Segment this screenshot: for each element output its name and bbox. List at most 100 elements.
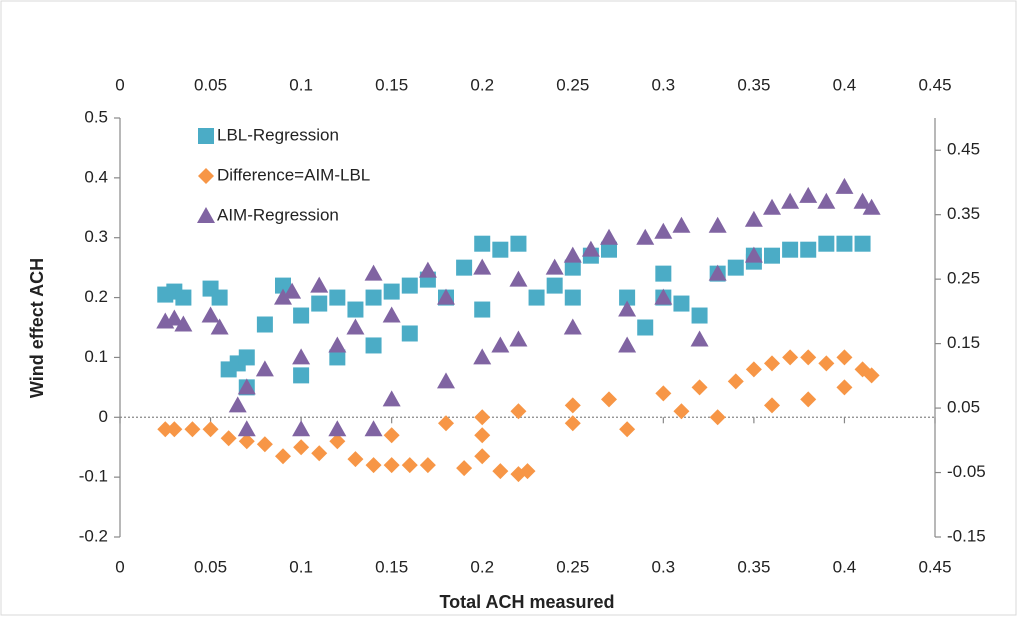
point: [745, 361, 762, 378]
point: [256, 316, 273, 333]
point: [800, 241, 817, 258]
point: [853, 192, 872, 209]
point: [744, 210, 763, 227]
point: [654, 222, 673, 239]
point: [328, 336, 347, 353]
point: [655, 265, 672, 282]
point: [293, 367, 310, 384]
point: [528, 289, 545, 306]
point: [238, 349, 255, 366]
point: [293, 307, 310, 324]
point: [401, 277, 418, 294]
point: [382, 306, 401, 323]
point: [255, 360, 274, 377]
x2-tick-label: 0.15: [375, 75, 408, 94]
y-tick-label: 0.3: [84, 227, 108, 246]
point: [510, 403, 527, 420]
x-tick-label: 0.1: [289, 557, 313, 576]
x-tick-label: 0: [115, 557, 124, 576]
point: [275, 448, 291, 465]
x-tick-label: 0.45: [918, 557, 951, 576]
point: [474, 301, 491, 318]
point: [655, 385, 672, 402]
x-tick-label: 0.2: [470, 557, 494, 576]
point: [618, 300, 637, 317]
x-tick-label: 0.25: [556, 557, 589, 576]
y-tick-label: 0: [99, 407, 108, 426]
point: [619, 421, 636, 438]
point: [329, 433, 346, 450]
point: [863, 367, 880, 384]
point: [383, 457, 400, 474]
legend-marker: [198, 168, 214, 184]
point: [228, 396, 247, 413]
point: [818, 235, 835, 252]
point: [438, 415, 454, 432]
point: [202, 421, 219, 438]
legend-label: AIM-Regression: [217, 205, 339, 224]
point: [437, 372, 455, 389]
point: [581, 240, 600, 257]
point: [799, 186, 818, 203]
point: [346, 318, 365, 335]
legend-label: Difference=AIM-LBL: [217, 165, 370, 184]
point: [292, 420, 311, 437]
point: [708, 216, 727, 233]
legend-marker: [197, 207, 215, 223]
point: [365, 289, 382, 306]
point: [673, 403, 690, 420]
point: [854, 235, 871, 252]
point: [211, 289, 228, 306]
point: [818, 355, 835, 372]
y2-tick-label: -0.05: [947, 462, 986, 481]
x2-tick-label: 0.45: [918, 75, 951, 94]
point: [274, 288, 292, 305]
point: [764, 247, 780, 264]
point: [618, 336, 637, 353]
point: [510, 235, 527, 252]
point: [382, 390, 401, 407]
point: [509, 270, 528, 287]
point: [764, 355, 780, 372]
point: [636, 228, 655, 245]
point: [474, 427, 491, 444]
point: [763, 198, 781, 215]
y2-tick-label: 0.25: [947, 269, 980, 288]
point: [862, 198, 881, 215]
y-tick-label: -0.1: [79, 467, 108, 486]
point: [347, 301, 364, 318]
point: [347, 451, 364, 468]
point: [672, 216, 691, 233]
x-tick-label: 0.4: [833, 557, 857, 576]
y2-tick-label: -0.15: [947, 526, 986, 545]
point: [564, 289, 581, 306]
point: [364, 420, 383, 437]
point: [509, 330, 528, 347]
point: [418, 261, 437, 278]
point: [800, 349, 817, 366]
point: [237, 420, 256, 437]
y2-tick-label: 0.15: [947, 333, 980, 352]
point: [329, 349, 346, 366]
point: [782, 349, 799, 366]
point: [283, 282, 302, 299]
x-tick-label: 0.3: [652, 557, 676, 576]
point: [473, 348, 492, 365]
x-tick-label: 0.15: [375, 557, 408, 576]
x2-tick-label: 0.1: [289, 75, 313, 94]
point: [328, 420, 347, 437]
point: [184, 421, 201, 438]
point: [474, 448, 491, 465]
point: [491, 336, 510, 353]
point: [364, 264, 383, 281]
point: [293, 439, 310, 456]
x2-tick-label: 0.35: [737, 75, 770, 94]
point: [601, 241, 617, 258]
point: [201, 306, 220, 323]
y2-tick-label: 0.05: [947, 398, 980, 417]
x-tick-label: 0.35: [737, 557, 770, 576]
point: [836, 379, 853, 396]
point: [383, 283, 400, 300]
point: [545, 258, 564, 275]
